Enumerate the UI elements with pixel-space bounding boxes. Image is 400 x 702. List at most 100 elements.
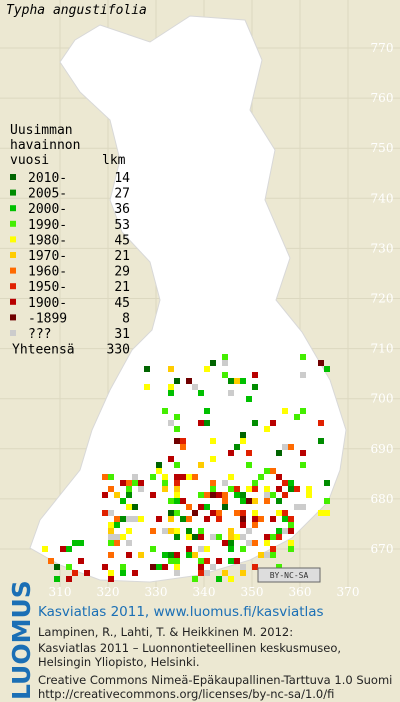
observation [252, 510, 258, 516]
observation [282, 444, 288, 450]
north-label: 680 [371, 492, 394, 506]
observation [144, 384, 150, 390]
observation [180, 438, 186, 444]
observation [192, 510, 198, 516]
observation [174, 414, 180, 420]
observation [264, 534, 270, 540]
observation [108, 540, 114, 546]
finland-map [29, 15, 347, 583]
observation [300, 462, 306, 468]
observation [174, 474, 180, 480]
observation [288, 546, 294, 552]
observation [156, 516, 162, 522]
north-label: 670 [371, 542, 394, 556]
observation [282, 492, 288, 498]
observation [174, 564, 180, 570]
observation [276, 450, 282, 456]
observation [240, 546, 246, 552]
observation [198, 564, 204, 570]
observation [150, 492, 156, 498]
observation [288, 444, 294, 450]
observation [252, 420, 258, 426]
observation [228, 528, 234, 534]
observation [210, 480, 216, 486]
footer-line: Kasviatlas 2011 – Luonnontieteellinen ke… [38, 641, 341, 655]
observation [252, 516, 258, 522]
logo: LUOMUS [7, 580, 36, 700]
observation [174, 570, 180, 576]
observation [138, 516, 144, 522]
observation [108, 534, 114, 540]
observation [264, 498, 270, 504]
observation [240, 516, 246, 522]
observation [174, 534, 180, 540]
observation [114, 492, 120, 498]
total-label: Yhteensä [12, 343, 75, 358]
observation [120, 564, 126, 570]
observation [168, 456, 174, 462]
observation-group [150, 360, 324, 570]
observation [228, 546, 234, 552]
observation [150, 564, 156, 570]
observation [150, 528, 156, 534]
observation [198, 462, 204, 468]
observation [198, 558, 204, 564]
observation [324, 480, 330, 486]
observation [66, 546, 72, 552]
observation [222, 504, 228, 510]
footer: Lampinen, R., Lahti, T. & Heikkinen M. 2… [38, 625, 392, 701]
observation [102, 510, 108, 516]
observation [288, 528, 294, 534]
observation [210, 564, 216, 570]
species-title: Typha angustifolia [6, 3, 147, 18]
observation [126, 540, 132, 546]
north-label: 700 [371, 392, 394, 406]
observation [288, 516, 294, 522]
legend-label: ??? [28, 327, 51, 342]
east-label: 340 [193, 585, 216, 599]
observation [120, 570, 126, 576]
observation [276, 510, 282, 516]
observation [108, 576, 114, 582]
badge-text: BY-NC-SA [270, 571, 309, 580]
observation [102, 564, 108, 570]
observation [204, 516, 210, 522]
observation [54, 564, 60, 570]
observation [198, 504, 204, 510]
legend-swatch [10, 314, 16, 321]
observation [246, 498, 252, 504]
observation [300, 450, 306, 456]
legend-swatch [10, 220, 16, 227]
observation [72, 540, 78, 546]
observation [192, 384, 198, 390]
observation [234, 534, 240, 540]
observation [168, 528, 174, 534]
observation [228, 450, 234, 456]
observation [216, 516, 222, 522]
legend-label: -1899 [28, 311, 67, 326]
observation [174, 528, 180, 534]
observation [102, 492, 108, 498]
legend-label: 1900- [28, 296, 67, 311]
observation [216, 510, 222, 516]
observation [186, 504, 192, 510]
observation [234, 486, 240, 492]
observation [210, 492, 216, 498]
observation [252, 372, 258, 378]
legend-count: 45 [114, 296, 130, 311]
observation [168, 390, 174, 396]
legend-count: 36 [114, 202, 130, 217]
observation [282, 516, 288, 522]
observation [102, 474, 108, 480]
observation [222, 498, 228, 504]
observation-group [42, 366, 330, 582]
observation [108, 528, 114, 534]
observation [186, 516, 192, 522]
observation [222, 492, 228, 498]
observation [168, 516, 174, 522]
observation [132, 516, 138, 522]
observation [180, 444, 186, 450]
observation [318, 420, 324, 426]
